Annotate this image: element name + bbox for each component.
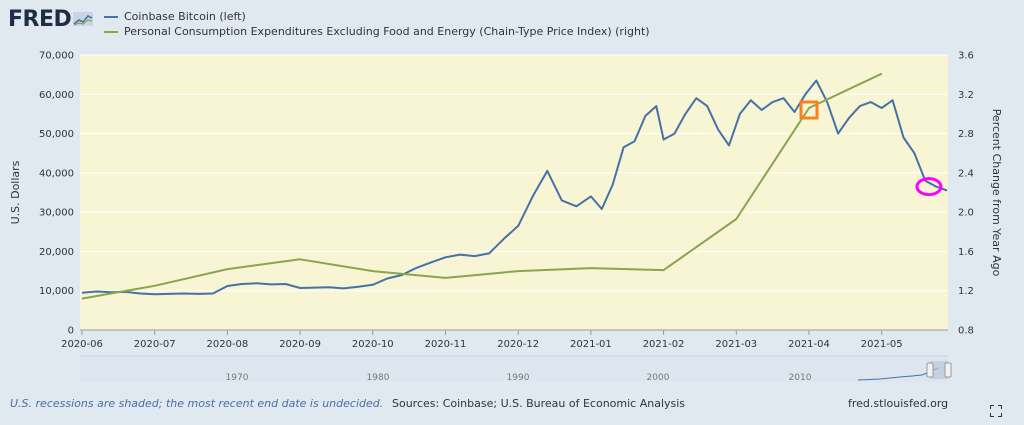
navigator-year-label: 1970 xyxy=(226,373,249,383)
recession-note: U.S. recessions are shaded; the most rec… xyxy=(10,397,384,410)
legend-item-pce[interactable]: Personal Consumption Expenditures Exclud… xyxy=(104,24,650,39)
navigator-handle-right[interactable] xyxy=(944,362,952,378)
fred-logo-text: FRED xyxy=(8,6,72,32)
right-tick-label: 3.2 xyxy=(958,90,974,101)
right-tick-label: 0.8 xyxy=(958,326,974,337)
legend-swatch-pce xyxy=(104,30,118,33)
right-tick-label: 2.4 xyxy=(958,168,974,179)
right-tick-label: 2.0 xyxy=(958,208,974,219)
x-tick-label: 2020-12 xyxy=(497,339,539,350)
legend-label-pce: Personal Consumption Expenditures Exclud… xyxy=(124,25,650,38)
x-tick-label: 2020-08 xyxy=(207,339,249,350)
left-tick-label: 10,000 xyxy=(39,286,74,297)
navigator-year-label: 2010 xyxy=(789,373,812,383)
fred-url[interactable]: fred.stlouisfed.org xyxy=(848,397,949,410)
x-tick-label: 2020-07 xyxy=(134,339,176,350)
legend-swatch-bitcoin xyxy=(104,15,118,18)
plot-area xyxy=(80,55,948,330)
fred-logo[interactable]: FRED xyxy=(8,6,94,32)
series-line-bitcoin[interactable] xyxy=(81,79,948,296)
right-tick-label: 1.6 xyxy=(958,247,974,258)
right-tick-label: 3.6 xyxy=(958,51,974,62)
legend-label-bitcoin: Coinbase Bitcoin (left) xyxy=(124,10,246,23)
right-tick-label: 1.2 xyxy=(958,286,974,297)
left-tick-label: 0 xyxy=(68,326,74,337)
left-tick-label: 40,000 xyxy=(39,168,74,179)
annotation-square xyxy=(799,100,819,120)
x-tick-label: 2021-04 xyxy=(788,339,830,350)
annotation-ellipse xyxy=(915,177,943,197)
left-tick-label: 60,000 xyxy=(39,90,74,101)
fullscreen-icon[interactable] xyxy=(989,402,1003,418)
sources-text: Sources: Coinbase; U.S. Bureau of Econom… xyxy=(392,397,686,410)
left-tick-label: 20,000 xyxy=(39,247,74,258)
right-axis-title: Percent Change from Year Ago xyxy=(990,109,1003,277)
x-tick-label: 2021-01 xyxy=(570,339,612,350)
navigator[interactable] xyxy=(80,356,948,382)
x-tick-label: 2020-06 xyxy=(61,339,103,350)
navigator-year-label: 2000 xyxy=(647,373,670,383)
x-tick-label: 2020-09 xyxy=(279,339,321,350)
x-tick-label: 2021-02 xyxy=(643,339,685,350)
x-tick-label: 2021-05 xyxy=(861,339,903,350)
navigator-selection[interactable] xyxy=(930,361,948,379)
navigator-year-label: 1980 xyxy=(367,373,390,383)
fred-chart-icon xyxy=(73,12,94,26)
legend-item-bitcoin[interactable]: Coinbase Bitcoin (left) xyxy=(104,9,650,24)
left-tick-label: 70,000 xyxy=(39,51,74,62)
left-tick-label: 50,000 xyxy=(39,129,74,140)
right-tick-label: 2.8 xyxy=(958,129,974,140)
x-tick-label: 2020-11 xyxy=(425,339,467,350)
left-axis-title: U.S. Dollars xyxy=(9,160,22,224)
navigator-handle-left[interactable] xyxy=(926,362,934,378)
series-line-pce[interactable] xyxy=(81,72,883,300)
left-tick-label: 30,000 xyxy=(39,208,74,219)
navigator-year-label: 1990 xyxy=(507,373,530,383)
x-tick-label: 2021-03 xyxy=(715,339,757,350)
chart-legend: Coinbase Bitcoin (left) Personal Consump… xyxy=(104,9,650,39)
x-tick-label: 2020-10 xyxy=(352,339,394,350)
